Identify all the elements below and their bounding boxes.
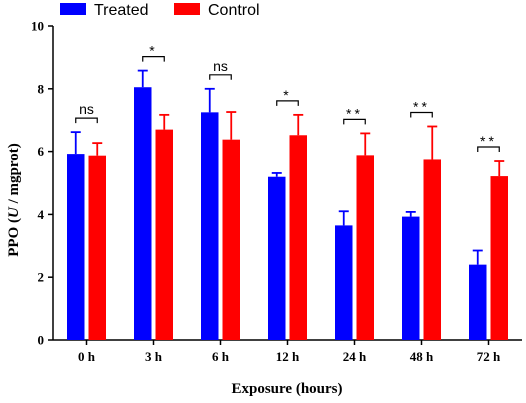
- x-tick-label: 3 h: [145, 349, 163, 364]
- x-tick-label: 48 h: [410, 349, 434, 364]
- significance-label: ns: [79, 101, 94, 117]
- bar-control: [222, 139, 240, 340]
- y-tick-label: 0: [38, 333, 45, 348]
- bar-treated: [335, 225, 353, 340]
- bar-treated: [67, 154, 85, 340]
- y-axis: 0 2 4 6 8 10: [31, 19, 54, 348]
- y-axis-label-prefix: PPO (: [6, 218, 22, 257]
- bar-control: [155, 129, 173, 340]
- bar-control: [423, 159, 441, 340]
- significance-bracket: [209, 74, 232, 80]
- legend-swatch-treated: [60, 3, 86, 15]
- significance-bracket: [477, 146, 500, 153]
- y-axis-label-suffix: / mgprot): [6, 143, 22, 207]
- bar-control: [356, 155, 374, 340]
- bar-treated: [201, 112, 219, 340]
- bar-treated: [469, 264, 487, 340]
- legend-swatch-control: [174, 3, 200, 15]
- bar-treated: [402, 216, 420, 340]
- bar-control: [490, 176, 508, 340]
- significance-bracket: [276, 100, 299, 106]
- x-tick-label: 72 h: [477, 349, 501, 364]
- x-axis: 0 h 3 h 6 h 12 h 24 h 48 h 72 h: [53, 339, 522, 364]
- x-tick-label: 6 h: [212, 349, 230, 364]
- bar-treated: [268, 176, 286, 340]
- significance-label: **: [413, 98, 430, 114]
- bar-treated: [134, 87, 152, 340]
- significance-label: **: [346, 105, 363, 121]
- y-axis-label: PPO (U / mgprot): [6, 143, 22, 256]
- y-tick-label: 2: [38, 270, 45, 285]
- legend-label-treated: Treated: [94, 2, 149, 19]
- bar-control: [289, 135, 307, 340]
- significance-markers: ns*ns*** ****: [75, 43, 500, 153]
- significance-label: ns: [213, 58, 228, 74]
- significance-bracket: [343, 118, 366, 125]
- x-tick-label: 0 h: [78, 349, 96, 364]
- significance-bracket: [410, 111, 433, 118]
- y-tick-label: 4: [38, 207, 45, 222]
- x-tick-label: 24 h: [343, 349, 367, 364]
- legend-label-control: Control: [208, 2, 260, 19]
- significance-label: **: [480, 133, 497, 149]
- significance-label: *: [283, 87, 291, 103]
- y-tick-label: 10: [31, 19, 44, 34]
- bars: [67, 69, 508, 340]
- y-tick-label: 8: [38, 81, 45, 96]
- significance-label: *: [149, 43, 157, 59]
- significance-bracket: [75, 117, 98, 124]
- x-tick-label: 12 h: [276, 349, 300, 364]
- significance-bracket: [142, 55, 165, 62]
- y-tick-label: 6: [38, 144, 45, 159]
- x-axis-label: Exposure (hours): [232, 381, 343, 397]
- y-axis-label-unit: U: [6, 206, 22, 218]
- bar-control: [88, 155, 106, 340]
- legend: Treated Control: [60, 2, 260, 19]
